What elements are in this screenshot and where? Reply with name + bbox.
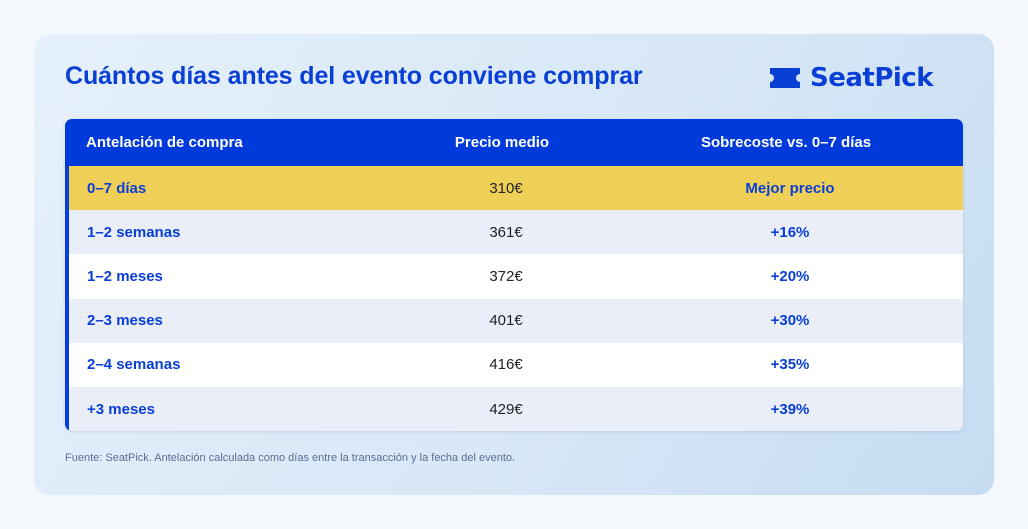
table-row: 0–7 días 310€ Mejor precio — [69, 166, 963, 211]
table-header: Antelación de compra Precio medio Sobrec… — [65, 119, 963, 166]
price-table: Antelación de compra Precio medio Sobrec… — [65, 119, 963, 432]
source-footnote: Fuente: SeatPick. Antelación calculada c… — [65, 452, 516, 464]
table-row: 1–2 meses 372€ +20% — [69, 254, 963, 299]
table-row: 2–3 meses 401€ +30% — [69, 298, 963, 343]
advance-cell: 1–2 meses — [87, 267, 163, 285]
surcharge-cell: +16% — [770, 223, 810, 241]
surcharge-cell: +20% — [770, 267, 810, 285]
price-cell: 372€ — [489, 267, 523, 285]
price-cell: 429€ — [489, 400, 523, 418]
column-header-advance: Antelación de compra — [86, 134, 243, 151]
price-cell: 416€ — [489, 356, 523, 374]
surcharge-cell: +39% — [770, 400, 810, 418]
advance-cell: 0–7 días — [87, 179, 147, 197]
surcharge-cell: Mejor precio — [745, 179, 835, 197]
table-row: 2–4 semanas 416€ +35% — [69, 342, 963, 387]
surcharge-cell: +30% — [770, 312, 810, 330]
table-body: 0–7 días 310€ Mejor precio 1–2 semanas 3… — [65, 166, 963, 432]
table-row: 1–2 semanas 361€ +16% — [69, 210, 963, 255]
price-cell: 361€ — [489, 223, 523, 241]
infographic-card: Cuántos días antes del evento conviene c… — [34, 34, 994, 495]
price-cell: 310€ — [489, 179, 523, 197]
column-header-price: Precio medio — [454, 134, 550, 151]
brand-logo: SeatPick — [768, 63, 934, 93]
price-cell: 401€ — [489, 312, 523, 330]
advance-cell: 2–4 semanas — [87, 356, 181, 374]
advance-cell: 2–3 meses — [87, 312, 163, 330]
column-header-surcharge: Sobrecoste vs. 0–7 días — [700, 134, 872, 151]
ticket-icon — [768, 66, 802, 90]
advance-cell: 1–2 semanas — [87, 223, 181, 241]
table-row: +3 meses 429€ +39% — [69, 386, 963, 432]
surcharge-cell: +35% — [770, 356, 810, 374]
page-title: Cuántos días antes del evento conviene c… — [65, 62, 643, 90]
brand-name: SeatPick — [810, 63, 934, 93]
advance-cell: +3 meses — [87, 400, 155, 418]
